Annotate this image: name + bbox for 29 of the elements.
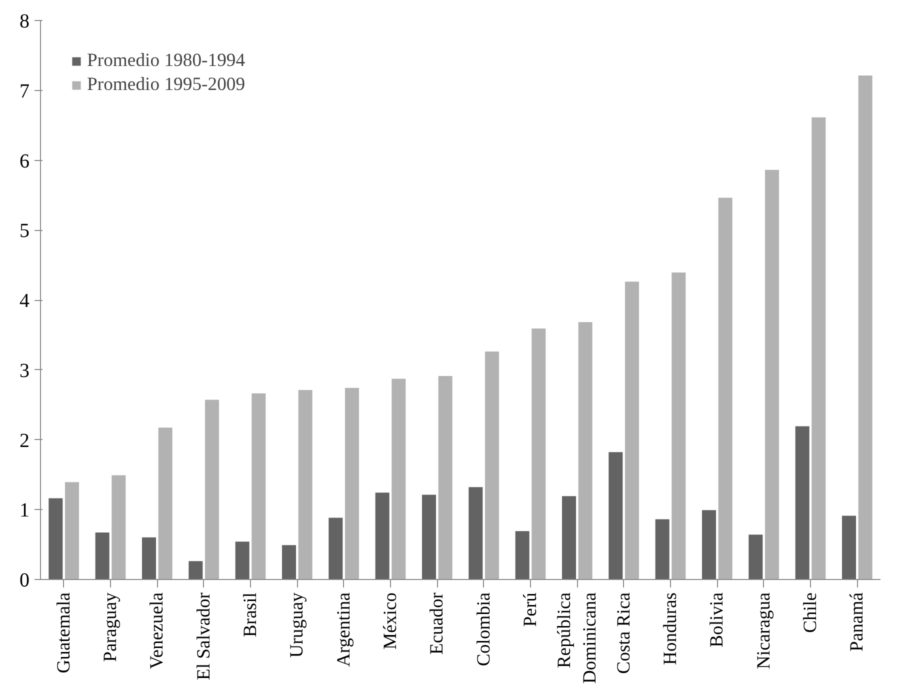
y-tick-label: 2 xyxy=(20,430,30,452)
x-tick-label: Ecuador xyxy=(426,592,448,655)
x-tick-label: Nicaragua xyxy=(753,592,774,670)
y-tick-label: 8 xyxy=(20,10,30,32)
x-tick-label: Brasil xyxy=(240,592,261,638)
x-tick-label: Costa Rica xyxy=(613,592,634,674)
x-tick-label: Colombia xyxy=(473,592,494,666)
x-tick-label: Honduras xyxy=(660,592,681,666)
x-tick-label: Paraguay xyxy=(100,592,121,662)
x-tick-label: República Dominicana xyxy=(554,592,600,684)
x-tick-label: Uruguay xyxy=(286,592,308,658)
x-tick-label: México xyxy=(380,592,401,650)
x-tick-label: Bolivia xyxy=(706,592,728,648)
y-tick-label: 3 xyxy=(20,360,30,382)
x-tick-label: Guatemala xyxy=(53,592,74,674)
legend-label: Promedio 1980-1994 xyxy=(87,50,246,72)
y-tick-label: 1 xyxy=(20,500,30,522)
y-tick-label: 0 xyxy=(20,570,30,592)
x-tick-label: El Salvador xyxy=(193,592,214,680)
x-tick-label: Venezuela xyxy=(146,592,168,670)
y-tick-label: 6 xyxy=(20,150,30,172)
x-tick-label: Argentina xyxy=(333,592,354,667)
y-tick-label: 4 xyxy=(20,290,30,312)
legend-label: Promedio 1995-2009 xyxy=(87,74,246,96)
x-tick-label: Perú xyxy=(520,592,541,627)
x-tick-label: Panamá xyxy=(846,592,868,652)
y-tick-label: 5 xyxy=(20,220,30,242)
x-tick-label: Chile xyxy=(800,592,821,633)
y-tick-label: 7 xyxy=(20,80,30,102)
